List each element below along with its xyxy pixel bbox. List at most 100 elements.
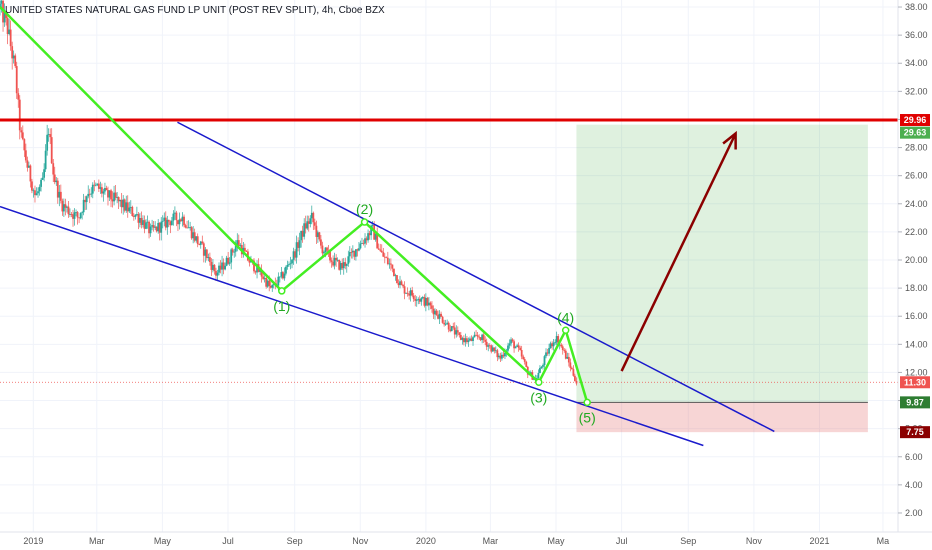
candle-body [93,184,96,186]
candle-body [304,223,307,229]
candle-body [107,190,109,198]
candle-body [370,225,373,236]
candle-body [85,196,88,203]
candle-body [368,233,371,236]
candle-body [497,355,500,358]
x-tick-label: 2019 [23,536,43,546]
y-tick-label: 26.00 [905,171,928,181]
candle-body [286,264,289,267]
candle-body [405,292,407,294]
candle-body [420,298,423,302]
y-tick-label: 28.00 [905,143,928,153]
x-tick-label: Jul [222,536,234,546]
candle-body [24,150,27,161]
y-tick-label: 4.00 [905,480,923,490]
candle-body [21,132,24,140]
elliott-wave-path[interactable] [0,6,589,403]
candle-body [280,272,283,277]
candle-body [253,260,255,272]
y-tick-label: 12.00 [905,367,928,377]
candle-body [493,347,496,351]
candle-body [269,285,272,288]
y-tick-label: 24.00 [905,199,928,209]
candle-body [215,270,217,276]
candle-body [37,191,39,194]
candle-body [385,257,388,259]
candle-body [520,350,523,357]
candle-body [307,221,310,224]
candle-body [122,199,125,208]
candle-body [114,192,117,198]
candle-body [353,250,356,257]
wave-label: (4) [557,309,574,325]
wedge-upper-trendline[interactable] [177,121,775,433]
candle-body [94,184,97,186]
candle-body [412,295,415,300]
candle-body [444,323,447,325]
candle-body [397,283,400,286]
candle-body [303,223,306,237]
x-tick-label: Mar [483,536,499,546]
candle-body [142,220,144,225]
candle-body [129,206,132,208]
candle-body [96,183,99,185]
candle-body [362,243,365,245]
candle-body [459,335,462,340]
x-tick-label: Sep [680,536,696,546]
chart-title: UNITED STATES NATURAL GAS FUND LP UNIT (… [5,5,385,16]
candle-body [429,302,432,306]
candle-body [125,202,128,211]
candle-body [522,356,525,360]
candle-body [383,256,386,258]
candle-body [187,227,190,229]
candle-body [437,314,439,319]
candle-body [545,352,547,357]
candle-body [266,280,269,287]
candle-body [175,212,178,221]
wave-point [360,218,369,226]
candle-body [99,187,102,189]
candle-body [554,342,557,344]
candle-body [309,218,312,224]
candle-body [408,293,411,296]
candle-body [288,264,290,265]
candle-body [478,336,480,338]
candle-body [335,257,338,261]
candle-body [221,262,223,270]
candle-body [43,169,46,178]
candle-body [3,12,6,23]
candle-body [345,263,348,266]
candle-body [205,249,208,259]
x-tick-label: Nov [352,536,369,546]
x-axis[interactable]: 2019 Mar May Jul Sep Nov 2020 Mar May Jul Sep Nov 20… [23,536,889,546]
candle-body [359,243,362,249]
candle-body [69,213,71,215]
candle-body [546,352,549,354]
candle-body [461,338,464,340]
candle-body [46,134,49,151]
candle-body [44,150,47,170]
candle-body [117,197,120,202]
candle-body [201,241,204,244]
y-axis[interactable]: 2.004.006.008.0010.0012.0014.0016.0018.0… [898,2,928,518]
candle-body [216,272,219,276]
candle-body [462,338,465,343]
candle-body [539,367,541,373]
wave-point [561,326,570,335]
candle-body [344,262,347,266]
candle-body [450,326,453,332]
candle-body [338,259,341,270]
candle-body [52,163,55,175]
candle-body [271,284,274,288]
candle-body [488,345,491,347]
candle-body [294,251,296,258]
candle-body [289,263,292,265]
candle-body [411,290,414,296]
candle-body [119,199,122,202]
target-arrow[interactable] [620,130,737,372]
candle-body [330,260,333,262]
price-tag [900,396,930,409]
candle-body [421,297,424,299]
candle-body [424,297,427,306]
